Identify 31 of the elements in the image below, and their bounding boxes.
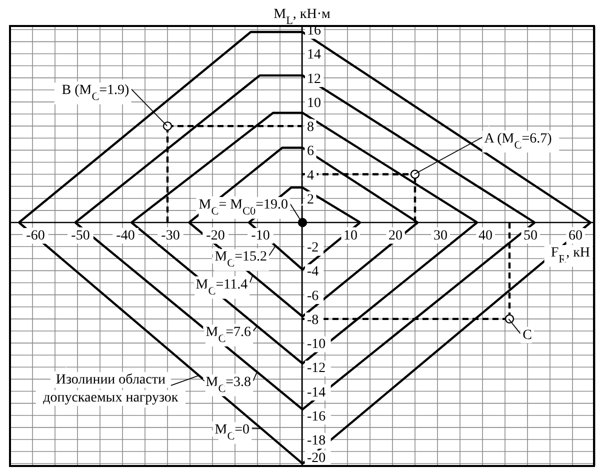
x-tick-label: -20	[206, 228, 225, 244]
y-tick-label: -20	[307, 451, 326, 466]
y-tick-label: 8	[307, 120, 314, 136]
annotation: C	[522, 328, 532, 343]
x-tick-label: -60	[26, 228, 45, 244]
annotation: Изолинии области допускаемых нагрузок	[43, 372, 178, 406]
y-tick-label: 10	[307, 96, 321, 111]
y-tick-label: 2	[307, 192, 314, 208]
x-tick-label: -50	[71, 228, 90, 244]
x-tick-label: 50	[524, 228, 538, 244]
y-tick-label: -12	[307, 361, 326, 376]
y-tick-label: -8	[307, 312, 319, 328]
y-tick-label: 4	[307, 168, 314, 184]
y-tick-label: -18	[307, 433, 326, 448]
x-tick-label: -10	[251, 228, 270, 244]
x-tick-label: 30	[434, 228, 448, 244]
y-tick-label: -16	[307, 409, 326, 424]
y-tick-label: -6	[307, 288, 319, 304]
y-tick-label: -2	[307, 240, 319, 256]
y-tick-label: -10	[307, 337, 326, 352]
x-tick-label: -30	[161, 228, 180, 244]
x-tick-label: -40	[116, 228, 135, 244]
y-tick-label: 12	[307, 72, 321, 87]
x-tick-label: 20	[388, 228, 402, 244]
x-tick-label: 60	[568, 228, 582, 244]
y-tick-label: -4	[307, 264, 319, 280]
x-tick-label: 10	[344, 228, 358, 244]
x-tick-label: 40	[478, 228, 492, 244]
y-tick-label: -14	[307, 385, 326, 400]
y-tick-label: 6	[307, 144, 314, 160]
y-tick-label: 14	[307, 48, 321, 63]
